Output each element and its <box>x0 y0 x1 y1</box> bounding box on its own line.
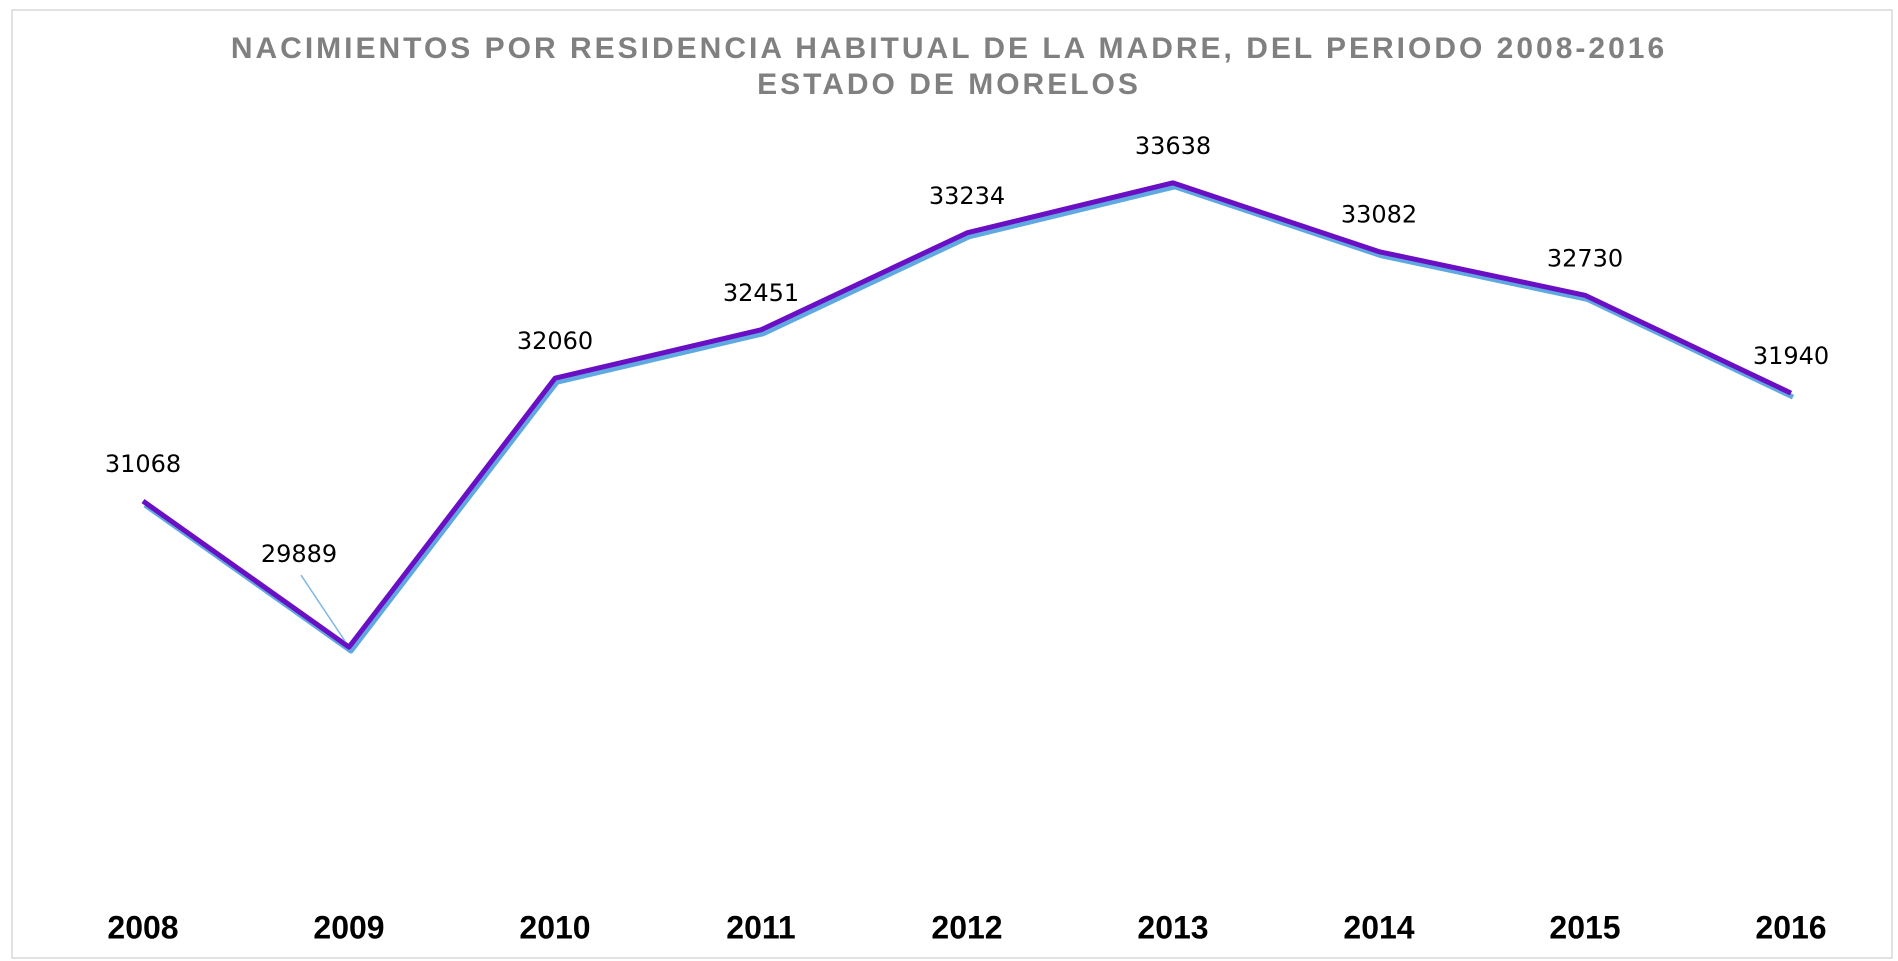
x-tick-label: 2012 <box>931 909 1002 945</box>
data-label: 31068 <box>105 450 181 478</box>
data-label: 33234 <box>929 182 1005 210</box>
x-tick-label: 2016 <box>1755 909 1826 945</box>
leader-line <box>300 574 346 642</box>
chart-title: NACIMIENTOS POR RESIDENCIA HABITUAL DE L… <box>231 32 1667 65</box>
chart-frame <box>11 9 1893 959</box>
data-label: 32060 <box>517 327 593 355</box>
data-label: 32451 <box>723 279 799 307</box>
data-label: 31940 <box>1753 342 1829 370</box>
series-line <box>141 180 1793 650</box>
data-label: 33082 <box>1341 201 1417 229</box>
data-label: 33638 <box>1135 132 1211 160</box>
data-label: 29889 <box>261 540 337 568</box>
x-tick-label: 2011 <box>726 909 795 945</box>
x-tick-label: 2008 <box>107 909 178 945</box>
x-tick-label: 2009 <box>313 909 384 945</box>
x-tick-label: 2010 <box>519 909 590 945</box>
x-tick-label: 2015 <box>1549 909 1620 945</box>
line-shadow <box>143 184 1795 654</box>
chart-subtitle: ESTADO DE MORELOS <box>757 68 1141 101</box>
x-tick-label: 2013 <box>1137 909 1208 945</box>
x-tick-label: 2014 <box>1343 909 1414 945</box>
data-label: 32730 <box>1547 244 1623 272</box>
